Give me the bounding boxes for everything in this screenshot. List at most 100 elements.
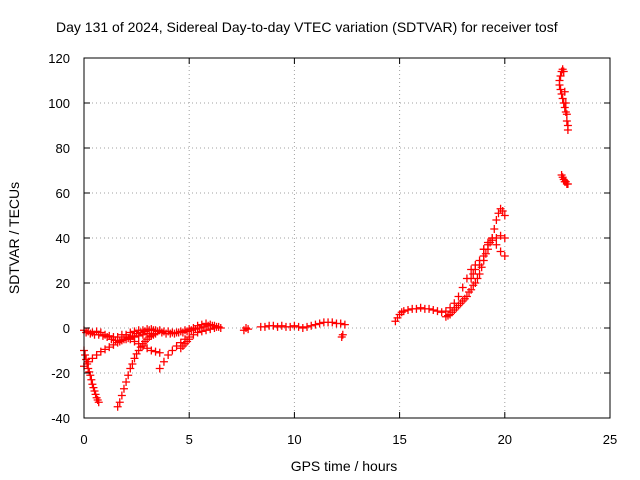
data-point xyxy=(467,285,476,294)
data-point xyxy=(87,375,96,384)
data-point xyxy=(159,357,168,366)
series-end-1 xyxy=(555,65,572,130)
data-point xyxy=(290,321,299,330)
data-point xyxy=(170,329,179,338)
data-point xyxy=(492,240,501,249)
data-point xyxy=(128,360,137,368)
data-point xyxy=(467,274,476,283)
series-mid-1 xyxy=(239,318,349,335)
data-point xyxy=(130,354,139,363)
data-point xyxy=(433,307,442,316)
y-tick-label: 100 xyxy=(48,96,70,111)
data-point xyxy=(210,324,219,332)
data-point xyxy=(412,304,421,313)
data-point xyxy=(92,351,101,359)
series-late-4 xyxy=(479,231,509,254)
data-point xyxy=(81,351,90,359)
data-point xyxy=(475,261,484,269)
series-mid-2 xyxy=(337,330,347,341)
data-point xyxy=(130,337,139,346)
data-point xyxy=(94,398,103,407)
x-tick-labels: 0 5 10 15 20 25 xyxy=(80,432,617,447)
data-point xyxy=(88,380,97,389)
data-point xyxy=(556,85,565,94)
data-point xyxy=(117,391,126,400)
data-point xyxy=(134,331,143,340)
data-point xyxy=(559,67,568,76)
data-point xyxy=(454,292,463,301)
data-point xyxy=(126,335,135,344)
data-point xyxy=(269,321,278,330)
x-tick-label: 10 xyxy=(287,432,301,447)
data-point xyxy=(187,326,196,335)
data-point xyxy=(117,336,126,345)
data-point xyxy=(494,209,503,218)
data-point xyxy=(328,318,337,327)
data-point xyxy=(294,322,303,331)
y-tick-labels: -40 -20 0 20 40 60 80 100 120 xyxy=(48,51,70,426)
data-point xyxy=(404,306,413,314)
data-point xyxy=(260,322,269,331)
data-point xyxy=(84,357,93,366)
data-point xyxy=(115,398,124,407)
data-point xyxy=(244,325,253,334)
data-point xyxy=(88,354,97,363)
data-point xyxy=(189,330,198,339)
y-tick-label: -20 xyxy=(51,366,70,381)
data-point xyxy=(496,231,505,240)
series-v-3 xyxy=(122,333,164,357)
series-end-2 xyxy=(555,81,572,134)
data-point xyxy=(556,72,565,80)
data-point xyxy=(147,346,156,355)
data-point xyxy=(206,325,215,334)
data-point xyxy=(151,329,160,338)
data-point xyxy=(481,249,490,258)
data-point xyxy=(298,324,307,332)
x-tick-label: 5 xyxy=(186,432,193,447)
x-tick-label: 25 xyxy=(603,432,617,447)
data-point xyxy=(91,390,100,399)
data-point xyxy=(561,108,570,116)
data-point xyxy=(458,283,467,292)
data-point xyxy=(96,347,105,356)
y-tick-label: 60 xyxy=(56,186,70,201)
data-point xyxy=(558,94,567,103)
data-point xyxy=(185,335,194,344)
data-point xyxy=(107,335,116,344)
data-point xyxy=(119,384,128,393)
data-point xyxy=(197,327,206,336)
data-point xyxy=(134,339,143,348)
data-point xyxy=(113,402,122,411)
x-tick-label: 0 xyxy=(80,432,87,447)
data-point xyxy=(168,346,177,355)
data-point xyxy=(193,328,202,337)
data-point xyxy=(437,308,446,317)
data-point xyxy=(429,306,438,314)
data-point xyxy=(399,307,408,316)
data-point xyxy=(143,344,152,353)
data-point xyxy=(202,326,211,335)
y-tick-label: 80 xyxy=(56,141,70,156)
data-point xyxy=(315,319,324,328)
data-point xyxy=(82,328,91,337)
data-point xyxy=(178,328,187,337)
data-point xyxy=(490,225,499,233)
data-point xyxy=(340,320,349,329)
chart-title: Day 131 of 2024, Sidereal Day-to-day VTE… xyxy=(56,19,558,35)
y-tick-label: 120 xyxy=(48,51,70,66)
data-point xyxy=(303,322,312,331)
data-points xyxy=(80,65,572,411)
data-point xyxy=(416,303,425,312)
x-tick-label: 15 xyxy=(392,432,406,447)
data-point xyxy=(113,338,122,347)
data-point xyxy=(122,333,131,341)
y-tick-label: 0 xyxy=(63,321,70,336)
data-point xyxy=(157,328,166,337)
x-tick-label: 20 xyxy=(498,432,512,447)
data-point xyxy=(311,320,320,329)
data-point xyxy=(336,319,345,328)
data-point xyxy=(488,236,497,245)
data-point xyxy=(103,333,112,341)
data-point xyxy=(164,351,173,359)
